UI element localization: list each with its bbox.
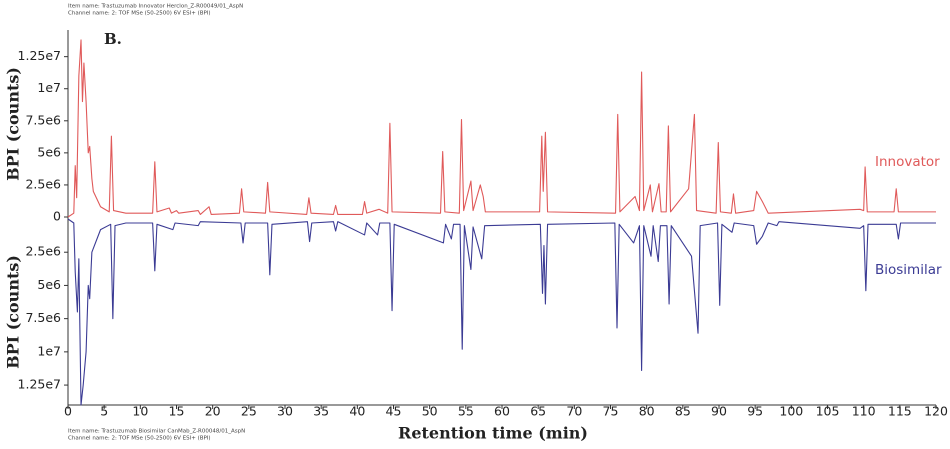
- channel-name: Channel name: 2: TOF MSe (50-2500) 6V ES…: [68, 11, 211, 17]
- x-tick-label: 115: [888, 404, 912, 419]
- x-tick-label: 100: [779, 404, 803, 419]
- y2-axis-label: BPI (counts): [4, 255, 23, 369]
- x-tick-label: 15: [169, 404, 185, 419]
- y-tick-label: 7.5e6: [25, 112, 61, 127]
- series-label: Innovator: [875, 154, 940, 170]
- item-name: Item name: Trastuzumab Innovator Herclon…: [68, 4, 243, 10]
- y-tick-label: 1.25e7: [18, 48, 61, 63]
- item-name: Item name: Trastuzumab Biosimilar CanMab…: [68, 429, 245, 435]
- y-axis-label: BPI (counts): [4, 67, 23, 181]
- y-tick-label: 2.5e6: [25, 176, 61, 191]
- y-tick-label: 0: [53, 209, 61, 224]
- y-tick-label: 5e6: [37, 144, 61, 159]
- x-tick-label: 75: [603, 404, 619, 419]
- x-tick-label: 105: [816, 404, 840, 419]
- x-tick-label: 35: [313, 404, 329, 419]
- x-tick-label: 85: [675, 404, 691, 419]
- y2-tick-label: 1e7: [37, 343, 61, 358]
- x-tick-label: 95: [747, 404, 763, 419]
- x-tick-label: 40: [349, 404, 365, 419]
- series-label: Biosimilar: [875, 262, 942, 278]
- x-tick-label: 20: [205, 404, 221, 419]
- x-tick-label: 55: [458, 404, 474, 419]
- x-tick-label: 0: [64, 404, 72, 419]
- x-tick-label: 10: [132, 404, 148, 419]
- x-tick-label: 50: [422, 404, 438, 419]
- x-tick-label: 5: [100, 404, 108, 419]
- x-tick-label: 120: [924, 404, 948, 419]
- x-axis-label: Retention time (min): [398, 424, 588, 443]
- channel-name: Channel name: 2: TOF MSe (50-2500) 6V ES…: [68, 436, 211, 442]
- y-tick-label: 1e7: [37, 80, 61, 95]
- x-tick-label: 65: [530, 404, 546, 419]
- x-tick-label: 30: [277, 404, 293, 419]
- y2-tick-label: 2.5e6: [25, 244, 61, 259]
- y2-tick-label: 1.25e7: [18, 377, 61, 392]
- x-tick-label: 70: [566, 404, 582, 419]
- x-tick-label: 25: [241, 404, 257, 419]
- series-line: [67, 39, 936, 218]
- panel-label: B.: [104, 30, 122, 48]
- y2-tick-label: 5e6: [37, 277, 61, 292]
- series-line: [67, 218, 936, 406]
- x-tick-label: 80: [639, 404, 655, 419]
- x-tick-label: 90: [711, 404, 727, 419]
- x-tick-label: 45: [386, 404, 402, 419]
- x-tick-label: 60: [494, 404, 510, 419]
- x-tick-label: 110: [852, 404, 876, 419]
- y2-tick-label: 7.5e6: [25, 310, 61, 325]
